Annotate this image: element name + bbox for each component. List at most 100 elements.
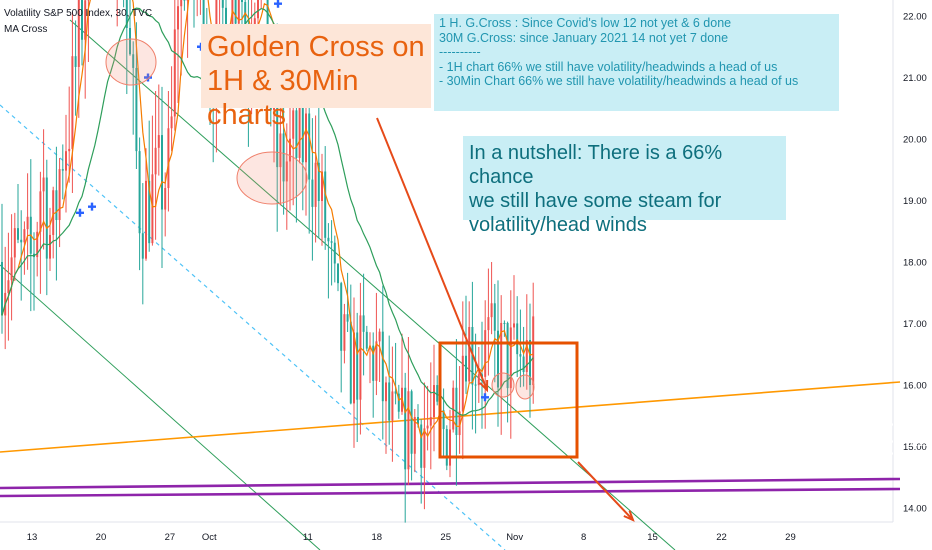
highlight-ellipse [491, 372, 515, 398]
cross-marker-icon [76, 208, 84, 217]
candle-body [487, 317, 490, 331]
candle-body [394, 391, 397, 394]
y-tick-label: 21.00 [903, 73, 927, 84]
candle-body [327, 237, 330, 242]
candle-body [324, 171, 327, 238]
x-tick-label: 22 [716, 532, 727, 543]
candle-body [385, 382, 387, 402]
candle-body [183, 0, 186, 1]
focus-box [438, 341, 579, 459]
candle-body [420, 424, 423, 468]
indicator-label[interactable]: MA Cross [4, 24, 48, 35]
price-tag-value: 16.39 [905, 430, 928, 440]
candle-body [173, 29, 176, 117]
y-tick-label: 22.00 [903, 12, 927, 23]
candle-body [353, 332, 355, 404]
y-tick-label: 14.00 [903, 504, 927, 515]
price-tag-slow-ma: MA Cross:Plot 16.13 [842, 437, 932, 449]
nutshell-line-1: In a nutshell: There is a 66% chance [469, 142, 723, 188]
candle-body [359, 315, 362, 400]
candle-body [356, 332, 359, 400]
highlight-ellipse [105, 38, 157, 86]
candle-body [513, 323, 515, 328]
candle-body [295, 110, 298, 158]
cross-marker-icon [144, 73, 152, 82]
summary-line-2: 30M G.Cross: since January 2021 14 not y… [439, 30, 729, 45]
candle-body [474, 384, 477, 386]
candle-body [525, 339, 528, 373]
candle-body [151, 174, 154, 244]
x-tick-label: 29 [785, 532, 796, 543]
candle-body [84, 0, 87, 40]
price-tag-fast-ma: MA Cross:Plot 16.62 [842, 420, 932, 432]
channel-upper-line [69, 19, 676, 550]
symbol-title: Volatility S&P 500 Index, 30, TVC [4, 8, 153, 19]
highlight-ellipse [236, 151, 308, 205]
candle-body [349, 321, 352, 404]
candle-body [186, 0, 189, 1]
price-tag-vix: VIX 16.39 [872, 429, 932, 441]
candle-body [285, 161, 288, 182]
x-tick-label: 8 [581, 532, 586, 543]
candle-body [436, 385, 439, 402]
y-tick-label: 18.00 [903, 258, 927, 269]
arrow-to-cross-head [479, 379, 489, 393]
candle-body [10, 257, 13, 281]
candle-body [445, 429, 448, 466]
y-tick-label: 19.00 [903, 196, 927, 207]
arrow-to-cross [376, 117, 488, 391]
candle-body [506, 323, 509, 389]
x-tick-label: 13 [27, 532, 38, 543]
x-tick-label: Nov [506, 532, 523, 543]
candle-body [42, 177, 45, 192]
candle-body [413, 417, 416, 454]
candle-body [433, 385, 435, 418]
candle-body [365, 331, 368, 349]
candle-body [449, 429, 451, 466]
candle-body [519, 354, 522, 357]
candle-body [461, 355, 464, 412]
candle-body [490, 303, 493, 318]
candle-body [154, 147, 157, 175]
x-tick-label: 18 [371, 532, 382, 543]
candle-body [330, 241, 333, 243]
candle-body [340, 283, 343, 351]
price-tag-label: MA Cross:Plot [846, 438, 904, 448]
candle-body [132, 54, 135, 68]
candle-body [305, 113, 307, 163]
candle-body [13, 228, 16, 258]
candle-body [314, 162, 317, 207]
candle-body [468, 326, 471, 382]
candle-body [497, 330, 499, 388]
candle-body [17, 228, 19, 240]
slow-ma-line [1, 7, 534, 416]
candle-body [39, 191, 42, 232]
candle-body [20, 239, 23, 243]
candle-body [407, 391, 410, 470]
candle-body [65, 151, 67, 171]
candle-body [417, 417, 419, 425]
candle-body [404, 387, 407, 470]
golden-cross-line-2: 1H & 30Min charts [207, 65, 359, 131]
candle-body [58, 169, 61, 221]
candle-body [410, 391, 413, 454]
candle-body [391, 391, 394, 421]
candle-body [177, 6, 179, 30]
candle-body [343, 314, 346, 351]
candle-body [317, 162, 320, 202]
candle-body [308, 113, 311, 180]
price-tag-label: MA Cross:Plot [846, 421, 904, 431]
nutshell-line-2: we still have some steam for [469, 190, 722, 212]
golden-cross-note: Golden Cross on 1H & 30Min charts [201, 24, 431, 131]
candle-body [234, 0, 237, 24]
purple-support-line-1 [0, 477, 901, 490]
price-tag-label: MA Cross:Plot [846, 450, 904, 460]
x-tick-label: Oct [202, 532, 217, 543]
candle-body [36, 231, 39, 258]
x-tick-label: 20 [96, 532, 107, 543]
candle-body [532, 316, 535, 386]
candle-body [493, 303, 496, 331]
y-tick-label: 20.00 [903, 135, 927, 146]
price-tag-value: 16.13 [905, 438, 928, 448]
